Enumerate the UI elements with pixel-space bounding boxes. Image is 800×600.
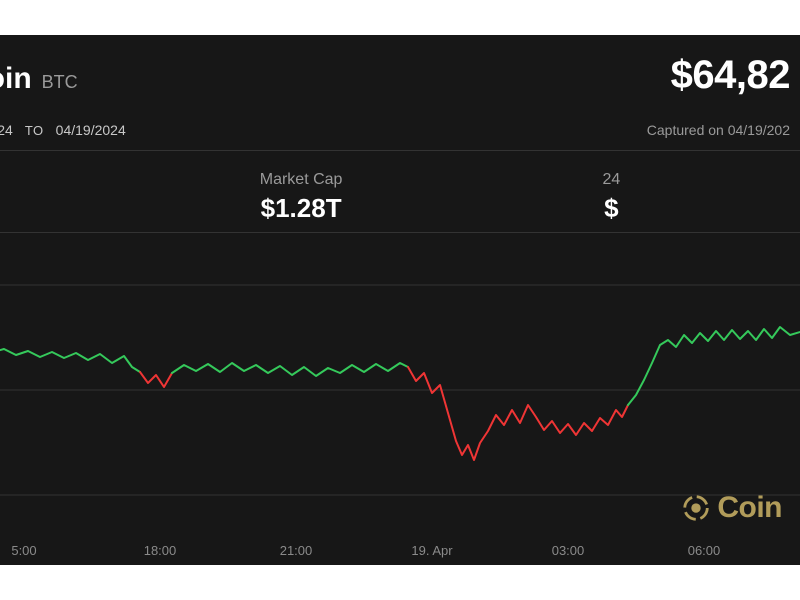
watermark: Coin (681, 491, 782, 525)
chart-svg (0, 245, 800, 535)
date-to-label: TO (25, 123, 44, 138)
chart-x-axis: 5:00 18:00 21:00 19. Apr 03:00 06:00 (0, 535, 800, 565)
page-frame: coin BTC $64,82 3/2024 TO 04/19/2024 Cap… (0, 0, 800, 600)
coin-title: coin BTC (0, 62, 78, 96)
header-row-main: coin BTC $64,82 (0, 53, 800, 112)
x-axis-tick: 03:00 (552, 543, 585, 558)
stats-row: Market Cap $1.28T 24 $ (0, 151, 800, 233)
price-card: coin BTC $64,82 3/2024 TO 04/19/2024 Cap… (0, 35, 800, 565)
coin-price: $64,82 (671, 53, 790, 98)
header-row-dates: 3/2024 TO 04/19/2024 Captured on 04/19/2… (0, 112, 800, 150)
card-header: coin BTC $64,82 3/2024 TO 04/19/2024 Cap… (0, 35, 800, 151)
stat-label: Market Cap (260, 171, 343, 189)
stat-volume: 24 $ (602, 171, 620, 224)
x-axis-tick: 5:00 (11, 543, 36, 558)
x-axis-tick: 18:00 (144, 543, 177, 558)
x-axis-tick: 21:00 (280, 543, 313, 558)
date-from: 3/2024 (0, 122, 13, 138)
x-axis-tick: 06:00 (688, 543, 721, 558)
date-to: 04/19/2024 (56, 122, 126, 138)
stat-value: $ (604, 193, 618, 224)
coin-symbol: BTC (42, 72, 78, 93)
x-axis-tick: 19. Apr (411, 543, 452, 558)
stat-label: 24 (602, 171, 620, 189)
captured-timestamp: Captured on 04/19/202 (647, 122, 790, 138)
watermark-text: Coin (717, 491, 782, 525)
stat-value: $1.28T (261, 193, 342, 224)
price-chart (0, 245, 800, 535)
stat-market-cap: Market Cap $1.28T (260, 171, 343, 224)
coin-logo-icon (681, 493, 711, 523)
coin-name: coin (0, 62, 32, 96)
date-range: 3/2024 TO 04/19/2024 (0, 122, 126, 138)
